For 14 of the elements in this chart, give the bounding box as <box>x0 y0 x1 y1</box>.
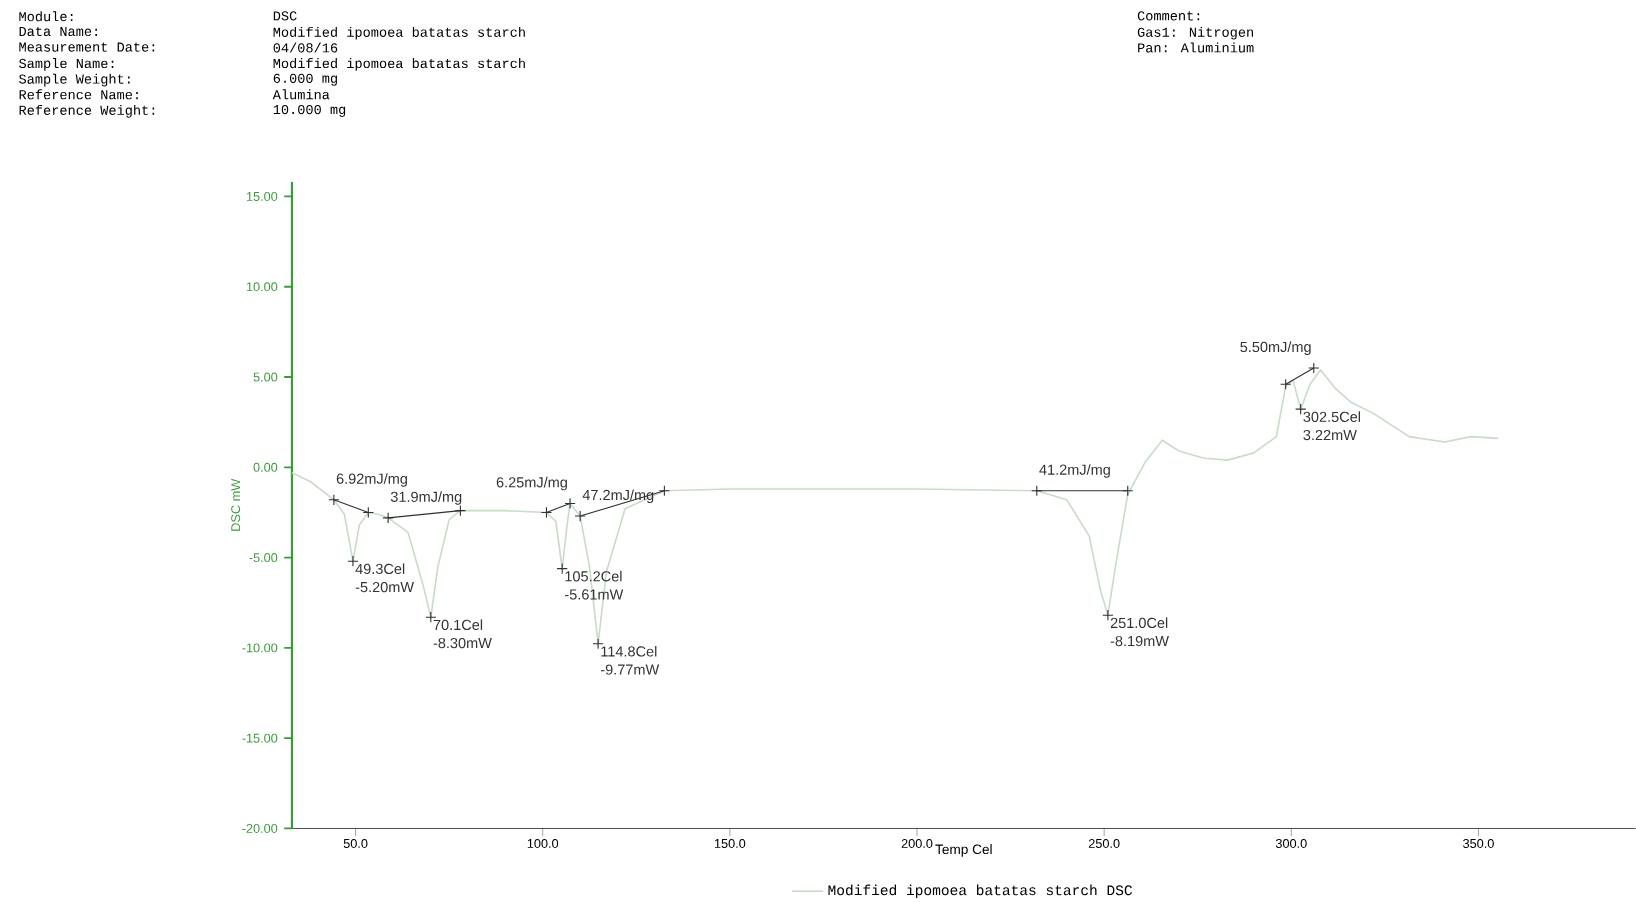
point <box>658 485 671 497</box>
point <box>592 638 604 650</box>
point <box>564 497 576 510</box>
point <box>328 494 340 506</box>
line-series <box>291 368 1500 645</box>
point <box>362 506 374 519</box>
point <box>540 506 553 519</box>
point <box>1031 485 1043 497</box>
point <box>1280 378 1292 390</box>
point <box>556 562 568 575</box>
point <box>454 504 467 517</box>
point <box>382 512 394 524</box>
point <box>1122 485 1134 497</box>
point <box>574 510 586 522</box>
